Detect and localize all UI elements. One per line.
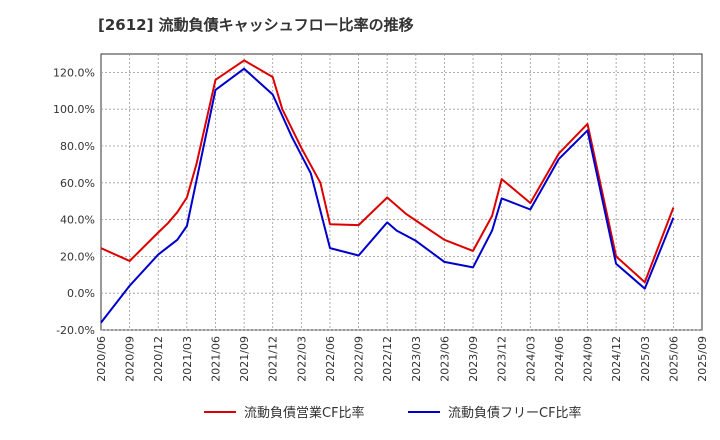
y-tick-label: 120.0% [53, 66, 95, 79]
y-tick-label: 80.0% [60, 140, 95, 153]
x-tick-label: 2023/06 [438, 336, 451, 382]
x-tick-label: 2021/03 [181, 336, 194, 382]
y-tick-label: 40.0% [60, 214, 95, 227]
y-tick-label: 60.0% [60, 177, 95, 190]
x-tick-label: 2023/12 [496, 336, 509, 382]
grid-lines [101, 54, 702, 331]
x-tick-label: 2020/06 [95, 336, 108, 382]
x-tick-label: 2024/12 [610, 336, 623, 382]
x-tick-label: 2024/06 [553, 336, 566, 382]
chart-title: [2612] 流動負債キャッシュフロー比率の推移 [98, 16, 414, 34]
y-tick-label: 100.0% [53, 103, 95, 116]
y-tick-label: -20.0% [56, 324, 95, 337]
x-axis: 2020/06 2020/09 2020/12 2021/03 2021/06 2021/… [95, 336, 709, 382]
x-tick-label: 2024/03 [524, 336, 537, 382]
y-tick-label: 0.0% [67, 287, 95, 300]
legend-label-2: 流動負債フリーCF比率 [448, 405, 582, 421]
x-tick-label: 2022/12 [381, 336, 394, 382]
x-tick-label: 2023/03 [410, 336, 423, 382]
x-tick-label: 2021/06 [209, 336, 222, 382]
x-tick-label: 2023/09 [467, 336, 480, 382]
series-group [100, 59, 675, 324]
x-tick-label: 2024/09 [582, 336, 595, 382]
x-tick-label: 2021/09 [238, 336, 251, 382]
x-tick-label: 2025/03 [639, 336, 652, 382]
plot-frame [100, 53, 703, 331]
x-tick-label: 2020/09 [124, 336, 137, 382]
x-tick-label: 2022/06 [324, 336, 337, 382]
series-line-2 [100, 67, 675, 324]
legend-label-1: 流動負債営業CF比率 [244, 405, 365, 421]
x-tick-label: 2022/03 [295, 336, 308, 382]
plot-area [100, 53, 703, 331]
y-tick-label: 20.0% [60, 250, 95, 263]
x-tick-label: 2025/06 [667, 336, 680, 382]
x-tick-label: 2022/09 [353, 336, 366, 382]
y-axis: -20.0% 0.0% 20.0% 40.0% 60.0% 80.0% 100.0% 120.… [53, 66, 95, 337]
series-line-1 [100, 59, 675, 284]
x-tick-label: 2025/09 [696, 336, 709, 382]
x-tick-label: 2020/12 [152, 336, 165, 382]
legend: 流動負債営業CF比率 流動負債フリーCF比率 [204, 405, 582, 421]
x-tick-label: 2021/12 [267, 336, 280, 382]
